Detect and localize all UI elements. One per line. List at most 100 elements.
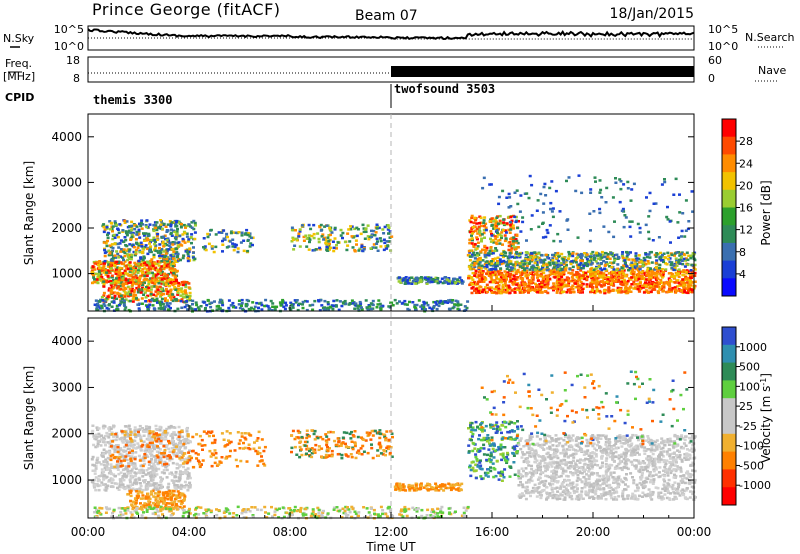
velocity-cell xyxy=(126,468,130,471)
velocity-cell xyxy=(178,433,182,436)
power-cell xyxy=(378,302,382,306)
power-cell xyxy=(108,220,112,223)
power-cell xyxy=(632,258,636,262)
power-cell xyxy=(356,307,360,310)
power-cell xyxy=(203,308,207,311)
power-cell xyxy=(528,288,532,291)
power-cell xyxy=(383,225,387,229)
velocity-cell xyxy=(109,463,113,466)
power-cell xyxy=(91,271,94,274)
power-cell xyxy=(594,260,598,263)
power-cell xyxy=(171,266,174,270)
power-cell xyxy=(351,246,355,249)
power-cell xyxy=(509,228,513,231)
power-cell xyxy=(563,266,566,269)
power-cell xyxy=(370,235,374,239)
power-cell xyxy=(379,307,383,310)
power-cell xyxy=(527,291,530,294)
power-cell xyxy=(113,296,117,300)
velocity-cell xyxy=(113,482,117,485)
power-cell xyxy=(598,267,602,270)
velocity-cell xyxy=(130,488,134,491)
power-cell xyxy=(102,262,106,265)
power-cell xyxy=(170,269,174,272)
power-cell xyxy=(582,277,586,281)
velocity-cell xyxy=(130,463,134,466)
velocity-cell xyxy=(95,445,99,448)
velocity-cell xyxy=(103,434,107,438)
power-cell xyxy=(190,226,194,229)
power-cell xyxy=(663,178,666,181)
power-cell xyxy=(373,234,377,237)
power-cell xyxy=(589,229,592,232)
power-cell xyxy=(131,276,135,279)
power-cell xyxy=(654,255,658,258)
power-cell xyxy=(185,294,189,297)
velocity-cell xyxy=(147,434,151,438)
power-cell xyxy=(473,243,477,246)
power-cell xyxy=(430,307,434,311)
power-cell xyxy=(138,263,142,266)
power-cell xyxy=(365,306,369,309)
velocity-cell xyxy=(171,436,175,440)
power-cell xyxy=(511,283,515,286)
power-cell xyxy=(504,237,508,240)
power-cell xyxy=(600,262,603,265)
velocity-cell xyxy=(171,473,174,476)
power-cell xyxy=(127,263,131,267)
velocity-cell xyxy=(164,445,168,448)
power-cell xyxy=(447,277,451,280)
power-cell xyxy=(138,249,142,253)
power-cell xyxy=(581,282,585,286)
power-cell xyxy=(122,299,126,302)
power-cell xyxy=(646,271,650,275)
power-cell xyxy=(160,236,164,239)
power-cell xyxy=(109,282,113,285)
power-cell xyxy=(592,210,596,213)
power-cell xyxy=(192,308,196,311)
power-cell xyxy=(687,220,691,223)
power-cell xyxy=(117,235,120,239)
power-cell xyxy=(545,265,549,269)
power-cell xyxy=(507,248,511,252)
power-cell xyxy=(269,299,273,303)
power-cell xyxy=(478,234,482,237)
power-cell xyxy=(567,282,571,285)
power-cell xyxy=(123,308,127,312)
velocity-cell xyxy=(133,431,137,434)
power-cell xyxy=(584,263,588,266)
power-cell xyxy=(530,183,534,187)
power-cell xyxy=(180,306,184,309)
power-cell xyxy=(611,279,615,283)
power-cell xyxy=(175,230,179,233)
power-cell xyxy=(328,248,331,251)
power-cell xyxy=(410,276,413,279)
power-cell xyxy=(379,245,383,248)
power-cell xyxy=(497,202,501,206)
power-cell xyxy=(301,300,305,304)
power-cell xyxy=(451,306,455,310)
power-cell xyxy=(493,257,497,260)
power-cell xyxy=(119,250,123,253)
power-cell xyxy=(231,245,235,248)
power-cell xyxy=(530,214,534,217)
power-cell xyxy=(113,294,117,298)
power-cell xyxy=(120,283,124,287)
power-cell xyxy=(330,304,334,307)
power-cell xyxy=(654,277,658,280)
velocity-cell xyxy=(155,450,159,453)
velocity-cell xyxy=(131,445,135,448)
power-cell xyxy=(485,286,489,290)
velocity-cell xyxy=(174,475,177,479)
power-cell xyxy=(397,280,401,283)
power-cell xyxy=(670,262,674,266)
power-cell xyxy=(116,287,120,290)
power-cell xyxy=(675,285,679,288)
power-cell xyxy=(125,292,129,296)
power-cell xyxy=(419,280,423,284)
power-cell xyxy=(500,271,504,275)
power-cell xyxy=(560,286,564,289)
power-cell xyxy=(678,211,682,214)
velocity-cell xyxy=(141,475,145,478)
power-cell xyxy=(632,275,635,279)
